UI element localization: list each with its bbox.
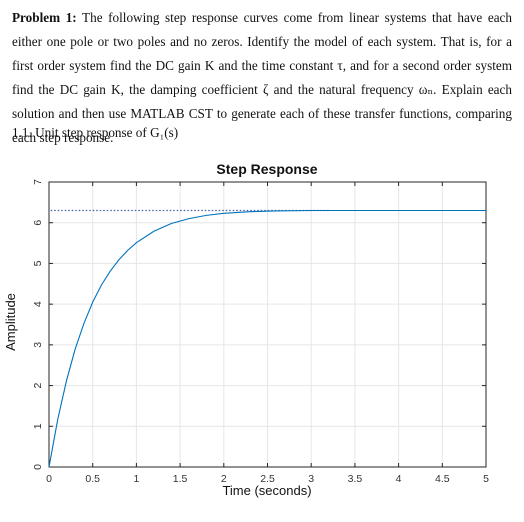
y-tick-label: 1	[32, 423, 44, 429]
subheading: 1.1. Unit step response of G₁(s)	[12, 125, 179, 140]
y-tick-label: 0	[32, 464, 44, 470]
x-tick-label: 2.5	[260, 473, 275, 485]
y-tick-label: 5	[32, 260, 44, 266]
problem-text: The following step response curves come …	[12, 10, 512, 145]
y-tick-label: 4	[32, 301, 44, 307]
axis-ticks	[48, 181, 487, 468]
x-tick-label: 4	[396, 473, 402, 485]
x-tick-label: 0.5	[85, 473, 100, 485]
x-tick-label: 1.5	[173, 473, 188, 485]
x-tick-label: 2	[221, 473, 227, 485]
x-axis-label: Time (seconds)	[222, 483, 311, 498]
y-tick-label: 6	[32, 220, 44, 226]
step-response-chart: 0 0.5 1 1.5 2 2.5 3 3.5 4 4.5 5 0 1 2 3 4 5 6 7 Step Resp…	[3, 161, 489, 498]
y-tick-labels: 0 1 2 3 4 5 6 7	[32, 179, 44, 470]
x-tick-label: 5	[483, 473, 489, 485]
x-tick-label: 1	[133, 473, 139, 485]
x-tick-label: 3.5	[348, 473, 363, 485]
grid	[49, 182, 486, 467]
problem-statement: Problem 1: The following step response c…	[12, 6, 512, 150]
y-tick-label: 3	[32, 342, 44, 348]
y-tick-label: 2	[32, 382, 44, 388]
x-tick-labels: 0 0.5 1 1.5 2 2.5 3 3.5 4 4.5 5	[46, 473, 489, 485]
y-tick-label: 7	[32, 179, 44, 185]
chart-title: Step Response	[216, 161, 317, 177]
x-tick-label: 0	[46, 473, 52, 485]
x-tick-label: 3	[308, 473, 314, 485]
step-response-line	[48, 209, 486, 468]
y-axis-label: Amplitude	[3, 293, 18, 351]
problem-label: Problem 1:	[12, 10, 77, 25]
x-tick-label: 4.5	[435, 473, 450, 485]
